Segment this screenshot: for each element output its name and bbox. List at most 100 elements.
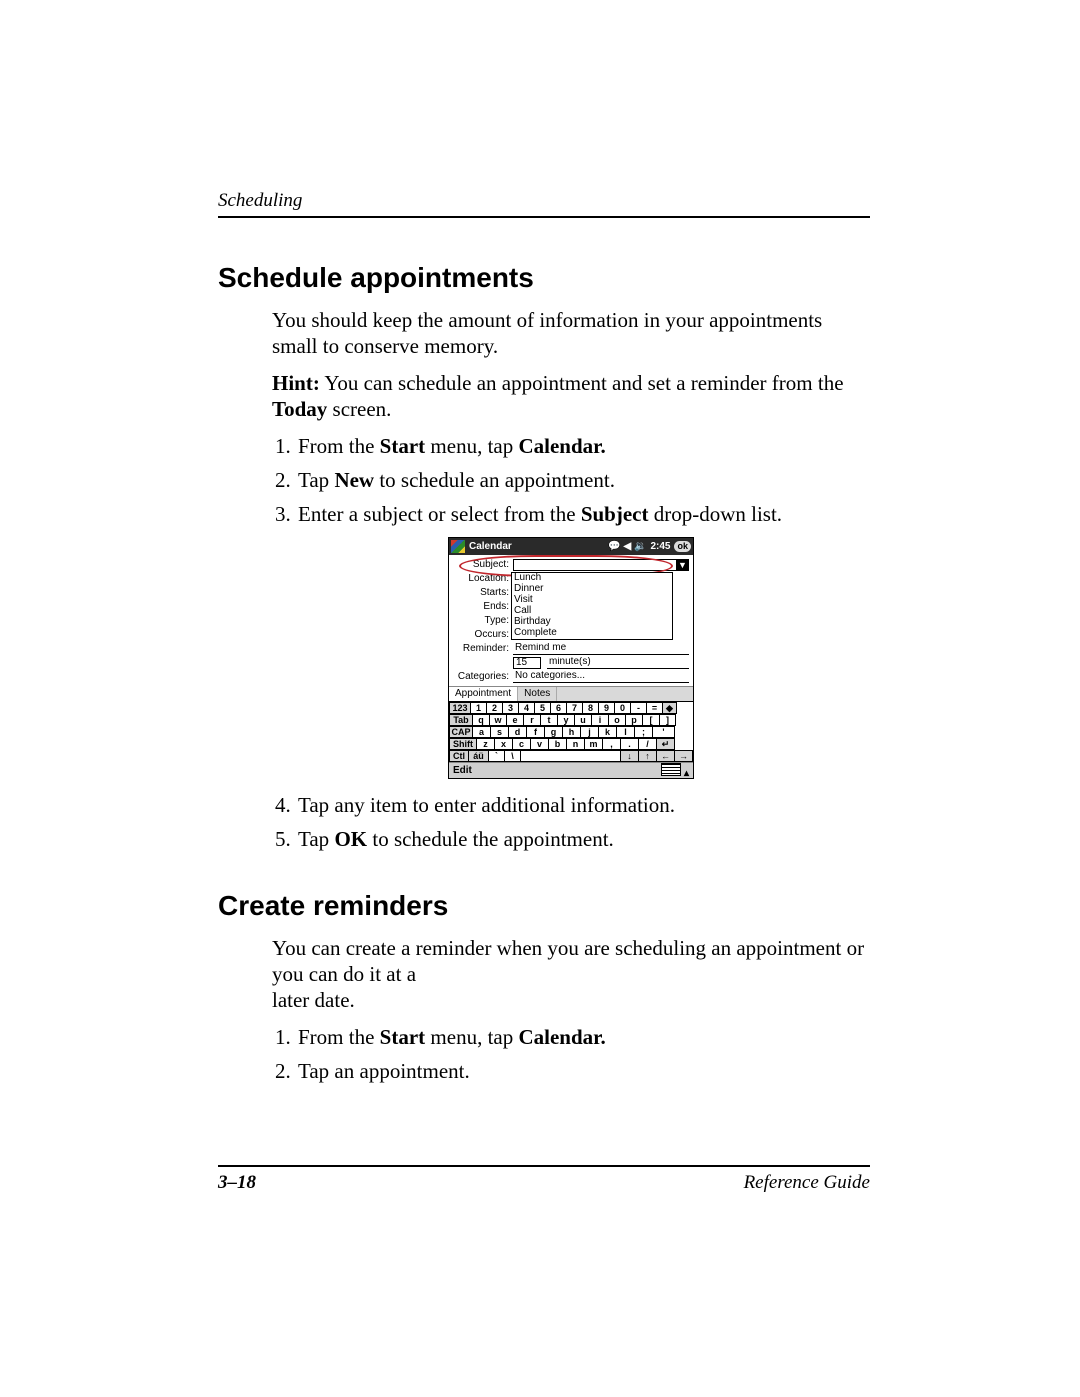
key[interactable]: 4 xyxy=(519,702,535,714)
key[interactable]: 1 xyxy=(471,702,487,714)
step-2: Tap New to schedule an appointment. xyxy=(296,468,870,494)
key[interactable]: / xyxy=(639,738,657,750)
keyboard-toggle-icon[interactable] xyxy=(661,763,681,776)
label-location: Location: xyxy=(453,574,513,584)
key[interactable]: . xyxy=(621,738,639,750)
key[interactable]: 2 xyxy=(487,702,503,714)
subject-dropdown-button[interactable]: ▼ xyxy=(676,559,689,571)
key[interactable]: f xyxy=(527,726,545,738)
ok-button[interactable]: ok xyxy=(674,541,691,552)
key[interactable]: u xyxy=(575,714,592,726)
key[interactable]: 6 xyxy=(551,702,567,714)
key[interactable]: = xyxy=(647,702,663,714)
key[interactable]: t xyxy=(541,714,558,726)
key[interactable]: ↵ xyxy=(657,738,675,750)
intro-para: You should keep the amount of informatio… xyxy=(272,308,870,359)
key[interactable]: Shift xyxy=(449,738,477,750)
key[interactable]: ` xyxy=(489,750,505,762)
key[interactable]: ' xyxy=(653,726,675,738)
running-head: Scheduling xyxy=(218,190,870,212)
pda-titlebar: Calendar 💬 ◀ 🔉 2:45 ok xyxy=(449,538,693,555)
key[interactable]: b xyxy=(549,738,567,750)
key[interactable]: z xyxy=(477,738,495,750)
key[interactable]: h xyxy=(563,726,581,738)
key[interactable]: CAP xyxy=(449,726,473,738)
label-categories: Categories: xyxy=(453,672,513,682)
key[interactable]: r xyxy=(524,714,541,726)
key[interactable]: x xyxy=(495,738,513,750)
key[interactable]: [ xyxy=(643,714,660,726)
rule-bottom xyxy=(218,1165,870,1167)
key[interactable]: Ctl xyxy=(449,750,469,762)
key[interactable]: ← xyxy=(657,750,675,762)
field-reminder-num[interactable]: 15 xyxy=(513,657,541,669)
heading-create-reminders: Create reminders xyxy=(218,890,870,922)
key[interactable]: ; xyxy=(635,726,653,738)
label-type: Type: xyxy=(453,616,513,626)
dropdown-item[interactable]: Dinner xyxy=(512,584,672,595)
key[interactable]: j xyxy=(581,726,599,738)
key[interactable]: n xyxy=(567,738,585,750)
key[interactable]: p xyxy=(626,714,643,726)
key[interactable]: e xyxy=(507,714,524,726)
edit-menu[interactable]: Edit xyxy=(453,766,472,776)
page-number: 3–18 xyxy=(218,1172,256,1194)
key[interactable]: i xyxy=(592,714,609,726)
subject-dropdown-list[interactable]: Lunch Dinner Visit Call Birthday Complet… xyxy=(511,572,673,640)
tab-notes[interactable]: Notes xyxy=(518,687,557,701)
key[interactable]: Tab xyxy=(449,714,473,726)
label-ends: Ends: xyxy=(453,602,513,612)
key[interactable]: 3 xyxy=(503,702,519,714)
dropdown-item[interactable]: Visit xyxy=(512,595,672,606)
rule-top xyxy=(218,216,870,218)
start-flag-icon[interactable] xyxy=(451,540,465,553)
key[interactable]: ] xyxy=(660,714,676,726)
tab-appointment[interactable]: Appointment xyxy=(449,687,518,701)
key[interactable]: g xyxy=(545,726,563,738)
step-1: From the Start menu, tap Calendar. xyxy=(296,434,870,460)
key[interactable]: o xyxy=(609,714,626,726)
key[interactable]: , xyxy=(603,738,621,750)
reminders-steps: From the Start menu, tap Calendar. Tap a… xyxy=(272,1025,870,1084)
footer: 3–18 Reference Guide xyxy=(218,1172,870,1194)
key[interactable]: 5 xyxy=(535,702,551,714)
key[interactable]: 7 xyxy=(567,702,583,714)
key[interactable]: ↓ xyxy=(621,750,639,762)
pda-keyboard[interactable]: 1231234567890-=◆ Tabqwertyuiop[] CAPasdf… xyxy=(449,701,693,762)
pda-app-title: Calendar xyxy=(469,542,512,552)
key[interactable]: l xyxy=(617,726,635,738)
key[interactable]: k xyxy=(599,726,617,738)
field-reminder[interactable]: Remind me xyxy=(513,643,689,655)
steps-after-figure: Tap any item to enter additional informa… xyxy=(272,793,870,852)
key[interactable]: a xyxy=(473,726,491,738)
key[interactable]: 123 xyxy=(449,702,471,714)
key[interactable]: áü xyxy=(469,750,489,762)
key[interactable]: 9 xyxy=(599,702,615,714)
key[interactable]: 8 xyxy=(583,702,599,714)
field-reminder-unit[interactable]: minute(s) xyxy=(547,657,689,669)
label-subject: Subject: xyxy=(453,560,513,570)
key[interactable]: s xyxy=(491,726,509,738)
key[interactable]: m xyxy=(585,738,603,750)
key[interactable]: 0 xyxy=(615,702,631,714)
step-5: Tap OK to schedule the appointment. xyxy=(296,827,870,853)
key[interactable]: - xyxy=(631,702,647,714)
key[interactable]: w xyxy=(490,714,507,726)
key[interactable]: y xyxy=(558,714,575,726)
key[interactable]: c xyxy=(513,738,531,750)
pda-tabs: Appointment Notes xyxy=(449,686,693,701)
key[interactable]: \ xyxy=(505,750,521,762)
field-subject[interactable] xyxy=(513,559,677,571)
key[interactable]: q xyxy=(473,714,490,726)
key[interactable]: → xyxy=(675,750,693,762)
status-icons: 💬 ◀ 🔉 xyxy=(608,542,646,552)
key[interactable]: ↑ xyxy=(639,750,657,762)
key[interactable]: d xyxy=(509,726,527,738)
pda-bottombar: Edit ▴ xyxy=(449,762,693,778)
step-3: Enter a subject or select from the Subje… xyxy=(296,502,870,528)
dropdown-item[interactable]: Complete xyxy=(512,628,672,639)
field-categories[interactable]: No categories... xyxy=(513,671,689,683)
key[interactable]: v xyxy=(531,738,549,750)
key[interactable]: ◆ xyxy=(663,702,677,714)
key[interactable] xyxy=(521,750,621,762)
